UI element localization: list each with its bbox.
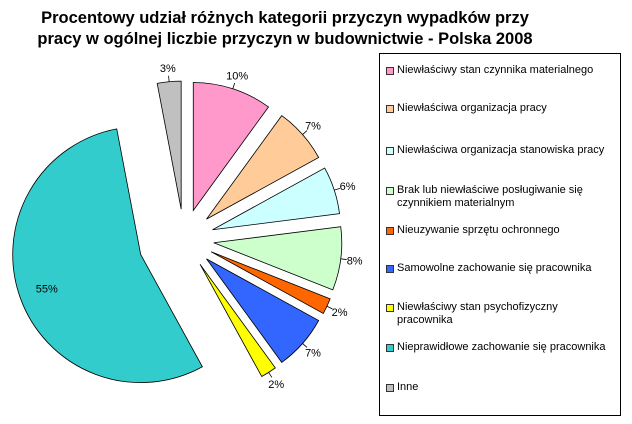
data-label: 7% [305, 348, 321, 360]
legend-item: Niewłaściwa organizacja pracy [386, 102, 612, 115]
chart-title: Procentowy udział różnych kategorii przy… [0, 8, 570, 50]
legend-item: Nieprawidłowe zachowanie się pracownika [386, 341, 612, 354]
legend-swatch [386, 147, 394, 155]
leader-line [302, 343, 308, 348]
legend-item: Brak lub niewłaściwe posługiwanie się cz… [386, 184, 612, 210]
pie-slice [156, 80, 182, 210]
legend-item: Samowolne zachowanie się pracownika [386, 262, 612, 275]
leader-line [326, 305, 333, 310]
legend-item: Niewłaściwy stan czynnika materialnego [386, 64, 612, 77]
data-label: 55% [36, 283, 58, 295]
legend-swatch [386, 67, 394, 75]
legend-item: Niewłaściwy stan psychofizyczny pracowni… [386, 301, 612, 327]
leader-line [334, 187, 341, 191]
data-label: 6% [340, 181, 356, 193]
data-label: 8% [347, 256, 363, 268]
leader-line [340, 258, 347, 260]
pie-slice [212, 167, 340, 231]
title-line-1: Procentowy udział różnych kategorii przy… [41, 9, 529, 27]
title-line-2: pracy w ogólnej liczbie przyczyn w budow… [37, 30, 533, 48]
legend-swatch [386, 384, 394, 392]
leader-line [168, 75, 170, 82]
leader-line [268, 372, 273, 378]
pie-slice [192, 82, 270, 212]
pie-slice [210, 251, 331, 314]
legend-label: Nieprawidłowe zachowanie się pracownika [397, 341, 606, 353]
data-label: 7% [305, 120, 321, 132]
data-label: 3% [160, 63, 176, 75]
legend-swatch [386, 304, 394, 312]
pie-slice [213, 226, 343, 291]
legend-item: Inne [386, 381, 612, 394]
data-label: 2% [332, 307, 348, 319]
legend-label: Samowolne zachowanie się pracownika [397, 262, 592, 274]
legend-label: Inne [397, 381, 419, 393]
pie-slice [12, 128, 203, 383]
legend-label: Niewłaściwy stan psychofizyczny pracowni… [397, 301, 558, 326]
legend-label: Niewłaściwa organizacja stanowiska pracy [397, 144, 605, 156]
legend-label: Brak lub niewłaściwe posługiwanie się cz… [397, 184, 583, 209]
legend-label: Nieuzywanie sprzętu ochronnego [397, 224, 560, 236]
leader-line [302, 130, 308, 135]
legend-swatch [386, 265, 394, 273]
legend-swatch [386, 105, 394, 113]
legend: Niewłaściwy stan czynnika materialnego Ni… [379, 53, 621, 416]
pie-slice [199, 264, 276, 378]
data-label: 10% [226, 70, 248, 82]
legend-item: Nieuzywanie sprzętu ochronnego [386, 224, 612, 237]
legend-label: Niewłaściwy stan czynnika materialnego [397, 64, 594, 76]
legend-swatch [386, 227, 394, 235]
legend-item: Niewłaściwa organizacja stanowiska pracy [386, 144, 612, 157]
legend-swatch [386, 187, 394, 195]
data-label: 2% [268, 379, 284, 391]
leader-line [232, 82, 236, 89]
legend-label: Niewłaściwa organizacja pracy [397, 102, 547, 114]
legend-swatch [386, 344, 394, 352]
